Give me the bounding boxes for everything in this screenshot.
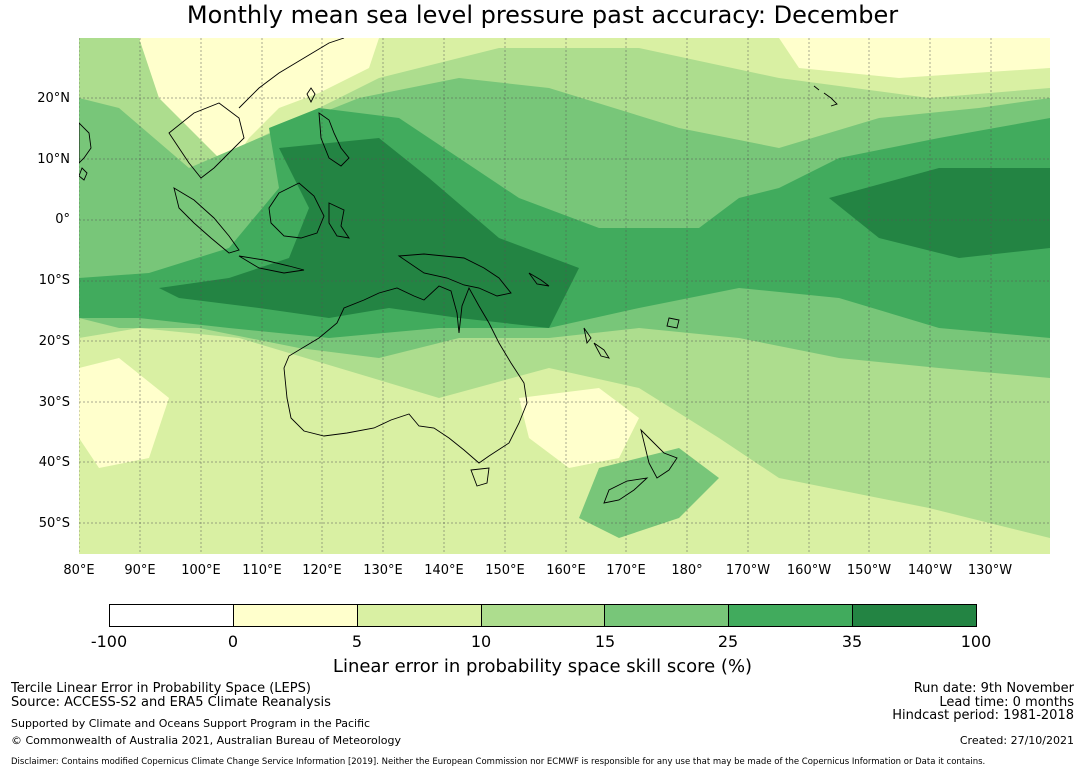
lon-label: 90°E xyxy=(124,563,156,578)
lon-label: 120°E xyxy=(302,563,342,578)
skill-band-0-5-westaus xyxy=(79,358,169,468)
skill-band-15-25-nz xyxy=(579,448,719,538)
lat-label: 40°S xyxy=(38,455,70,470)
lon-label: 150°E xyxy=(485,563,525,578)
lon-label: 170°E xyxy=(606,563,646,578)
colorbar-tick: 25 xyxy=(717,632,739,651)
footer-copyright: © Commonwealth of Australia 2021, Austra… xyxy=(11,734,401,747)
fiji-coast xyxy=(666,317,680,329)
sri-lanka-coast xyxy=(79,167,88,181)
solomon-islands-coast xyxy=(528,272,550,287)
new-guinea-coast xyxy=(397,253,512,297)
lon-label: 80°E xyxy=(63,563,95,578)
indochina-coast xyxy=(168,102,245,179)
footer-created: Created: 27/10/2021 xyxy=(959,734,1074,747)
graticule xyxy=(79,38,1050,554)
hawaii-coast xyxy=(813,85,838,107)
colorbar-tick: 10 xyxy=(470,632,492,651)
lon-label: 130°E xyxy=(363,563,403,578)
lat-label: 0° xyxy=(55,212,70,227)
lat-label: 30°S xyxy=(38,395,70,410)
borneo-coast xyxy=(268,182,325,239)
lat-label: 50°S xyxy=(38,516,70,531)
footer-support: Supported by Climate and Oceans Support … xyxy=(11,717,371,730)
footer-source: Source: ACCESS-S2 and ERA5 Climate Reana… xyxy=(11,695,331,710)
lon-label: 160°W xyxy=(786,563,832,578)
colorbar-segment xyxy=(357,605,482,626)
colorbar-tick: -100 xyxy=(90,632,128,651)
footer-disclaimer: Disclaimer: Contains modified Copernicus… xyxy=(11,757,986,767)
lon-label: 140°W xyxy=(907,563,953,578)
coastlines xyxy=(79,38,838,504)
colorbar xyxy=(109,604,977,627)
footer-hindcast: Hindcast period: 1981-2018 xyxy=(892,708,1074,723)
colorbar-segment xyxy=(853,605,977,626)
colorbar-tick: 5 xyxy=(351,632,363,651)
philippines-coast xyxy=(318,112,350,167)
footer-lead-time: Lead time: 0 months xyxy=(939,695,1074,710)
colorbar-segment xyxy=(110,605,234,626)
lat-label: 20°S xyxy=(38,334,70,349)
chart-title: Monthly mean sea level pressure past acc… xyxy=(186,1,899,29)
colorbar-tick: 35 xyxy=(841,632,863,651)
skill-band-35-100-pacific xyxy=(829,168,1050,258)
lat-label: 10°S xyxy=(38,273,70,288)
colorbar-segment xyxy=(729,605,854,626)
skill-map-canvas xyxy=(79,38,1050,554)
lon-label: 170°W xyxy=(725,563,771,578)
colorbar-segment xyxy=(233,605,358,626)
vanuatu-coast xyxy=(583,327,592,345)
lon-label: 160°E xyxy=(546,563,586,578)
china-coast xyxy=(238,38,345,109)
australia-coast xyxy=(283,285,528,464)
footer-run-date: Run date: 9th November xyxy=(913,681,1074,696)
new-zealand-south-coast xyxy=(603,477,649,504)
skill-map xyxy=(79,38,1050,554)
footer-method: Tercile Linear Error in Probability Spac… xyxy=(11,681,311,696)
skill-band-0-5-asia xyxy=(139,38,379,168)
new-zealand-north-coast xyxy=(640,428,678,479)
colorbar-label: Linear error in probability space skill … xyxy=(332,656,753,677)
lon-label: 100°E xyxy=(181,563,221,578)
lon-label: 150°W xyxy=(846,563,892,578)
tasmania-coast xyxy=(470,467,490,487)
new-caledonia-coast xyxy=(593,342,610,359)
java-coast xyxy=(238,255,305,274)
colorbar-tick: 15 xyxy=(594,632,616,651)
taiwan-coast xyxy=(306,87,316,104)
lon-label: 130°W xyxy=(967,563,1013,578)
india-coast xyxy=(79,122,92,164)
colorbar-tick: 100 xyxy=(960,632,992,651)
colorbar-segment xyxy=(481,605,606,626)
lon-label: 140°E xyxy=(424,563,464,578)
colorbar-segment xyxy=(605,605,730,626)
skill-band-0-5-tasman xyxy=(519,388,639,468)
lat-label: 20°N xyxy=(37,91,70,106)
lon-label: 180° xyxy=(671,563,703,578)
colorbar-tick: 0 xyxy=(227,632,239,651)
lon-label: 110°E xyxy=(242,563,282,578)
skill-band-35-100-maritime xyxy=(159,138,579,328)
skill-band-0-5-npacific xyxy=(779,38,1050,78)
sumatra-coast xyxy=(173,187,240,254)
lat-label: 10°N xyxy=(37,152,70,167)
sulawesi-coast xyxy=(328,202,350,239)
